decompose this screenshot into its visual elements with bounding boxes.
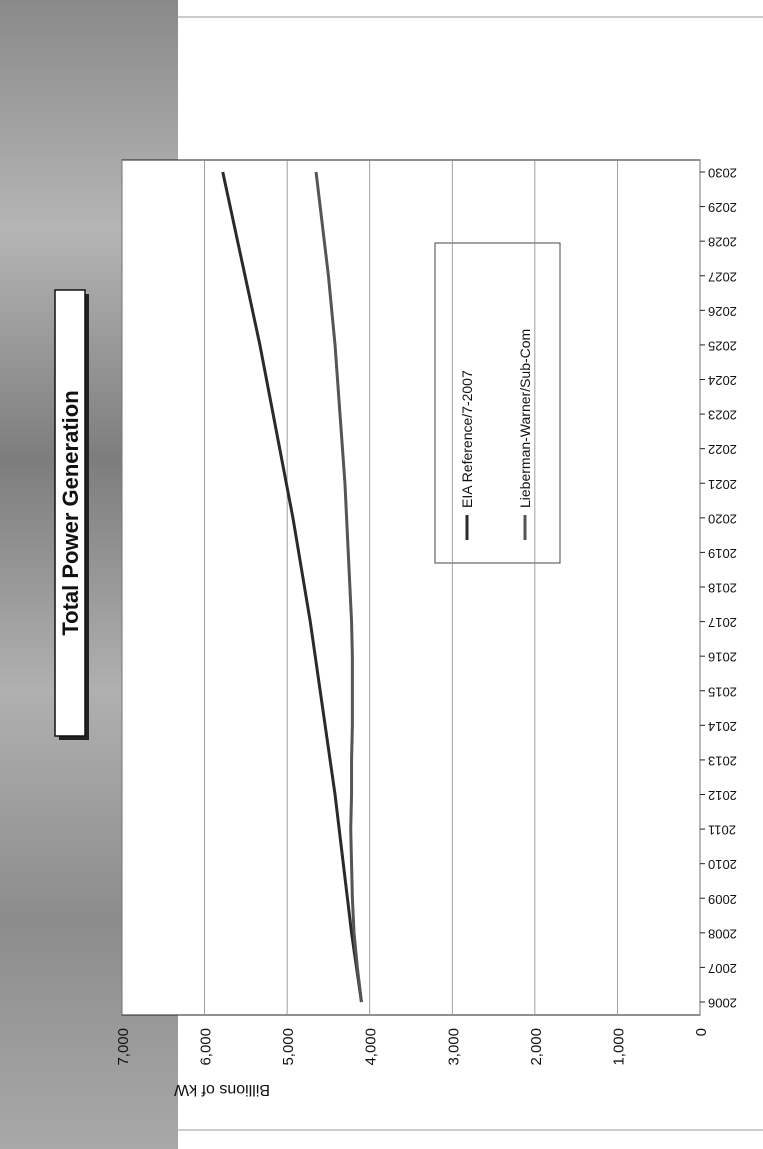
y-tick-label: 6,000 xyxy=(198,1028,215,1066)
x-tick-label: 2015 xyxy=(708,684,737,699)
chart-layer: 0 1,000 2,000 3,000 4,000 5,000 6,000 7,000 2006… xyxy=(115,160,737,1066)
x-tick-label: 2008 xyxy=(708,926,737,941)
x-tick-label: 2006 xyxy=(708,996,737,1011)
x-tick-label: 2012 xyxy=(708,788,737,803)
y-axis-label: Billions of kW xyxy=(173,1081,270,1098)
x-tick-label: 2018 xyxy=(708,581,737,596)
x-tick-label: 2017 xyxy=(708,615,737,630)
x-tick-label: 2011 xyxy=(708,823,736,838)
y-tick-label: 4,000 xyxy=(363,1028,380,1066)
x-tick-label: 2007 xyxy=(708,961,737,976)
y-tick-label: 7,000 xyxy=(115,1028,132,1066)
plot-area xyxy=(121,159,701,1016)
x-tick-label: 2024 xyxy=(708,373,737,388)
legend-label: EIA Reference/7-2007 xyxy=(459,370,475,508)
y-tick-label: 3,000 xyxy=(445,1028,462,1066)
x-tick-label: 2016 xyxy=(708,650,737,665)
x-tick-label: 2014 xyxy=(708,719,737,734)
x-tick-label: 2026 xyxy=(708,304,737,319)
x-tick-label: 2009 xyxy=(708,892,737,907)
legend xyxy=(434,242,561,564)
x-tick-label: 2013 xyxy=(708,753,737,768)
x-tick-label: 2021 xyxy=(708,477,737,492)
x-tick-label: 2019 xyxy=(708,546,737,561)
x-tick-label: 2027 xyxy=(708,269,737,284)
x-tick-label: 2025 xyxy=(708,338,737,353)
x-tick-label: 2020 xyxy=(708,511,737,526)
series-line xyxy=(221,171,363,1003)
chart-title: Total Power Generation xyxy=(58,390,83,635)
title-box xyxy=(54,289,86,737)
y-tick-label: 5,000 xyxy=(280,1028,297,1066)
x-tick-label: 2023 xyxy=(708,408,737,423)
x-tick-label: 2022 xyxy=(708,442,737,457)
x-tick-label: 2010 xyxy=(708,857,737,872)
y-tick-label: 2,000 xyxy=(528,1028,545,1066)
y-tick-label: 1,000 xyxy=(610,1028,627,1066)
y-tick-label: 0 xyxy=(693,1028,710,1036)
x-tick-label: 2028 xyxy=(708,235,737,250)
x-tick-label: 2029 xyxy=(708,200,737,215)
series-line xyxy=(314,171,363,1003)
x-tick-label: 2030 xyxy=(708,166,737,181)
legend-label: Lieberman-Warner/Sub-Com xyxy=(517,329,533,508)
